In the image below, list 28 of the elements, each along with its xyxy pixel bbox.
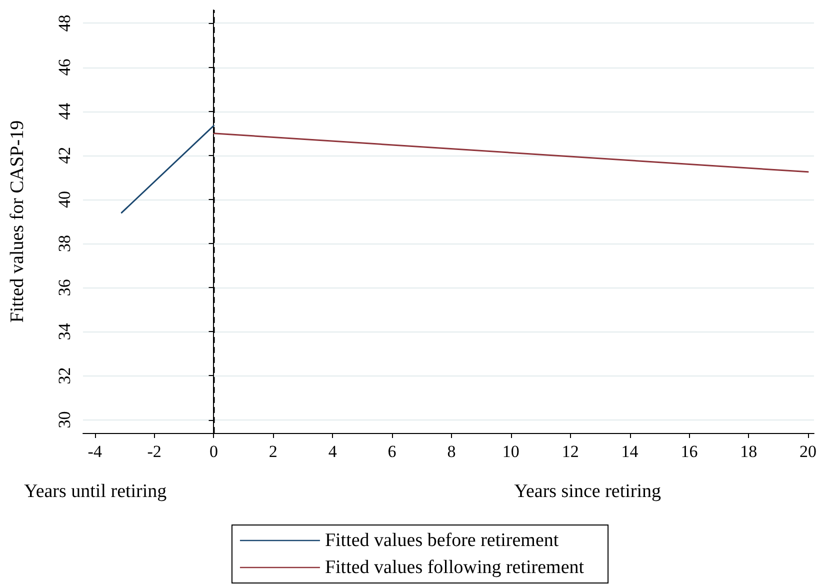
x-tick-label: 8 bbox=[447, 442, 456, 461]
x-tick-label: 0 bbox=[210, 442, 218, 461]
y-tick-label: 32 bbox=[55, 367, 74, 384]
y-tick-label: 34 bbox=[55, 322, 74, 340]
y-tick-label: 44 bbox=[55, 102, 74, 120]
x-tick-label: 10 bbox=[502, 442, 520, 461]
x-tick-label: 14 bbox=[621, 442, 639, 461]
x-tick-label: 16 bbox=[680, 442, 698, 461]
x-tick-label: 18 bbox=[740, 442, 758, 461]
y-axis-title: Fitted values for CASP-19 bbox=[7, 120, 28, 323]
text: Years until retiring bbox=[24, 481, 168, 502]
legend-label: Fitted values before retirement bbox=[324, 530, 560, 551]
x-tick-label: 4 bbox=[328, 442, 338, 461]
y-tick-label: 36 bbox=[55, 279, 74, 296]
x-axis-title: Years since retiring bbox=[514, 481, 662, 502]
y-tick-label: 40 bbox=[55, 190, 74, 208]
x-tick-label: 6 bbox=[388, 442, 396, 461]
x-tick-label: 12 bbox=[562, 442, 579, 461]
y-tick-label: 46 bbox=[55, 58, 74, 76]
x-tick-label: -4 bbox=[88, 442, 102, 461]
x-tick-label: -2 bbox=[147, 442, 162, 461]
y-tick-label: 30 bbox=[55, 411, 74, 428]
y-tick-label: 42 bbox=[55, 146, 74, 164]
y-tick-label: 48 bbox=[55, 14, 74, 32]
x-tick-label: 20 bbox=[800, 442, 817, 461]
y-tick-label: 38 bbox=[55, 235, 74, 252]
x-tick-label: 2 bbox=[268, 442, 278, 461]
legend-label: Fitted values following retirement bbox=[324, 557, 585, 578]
